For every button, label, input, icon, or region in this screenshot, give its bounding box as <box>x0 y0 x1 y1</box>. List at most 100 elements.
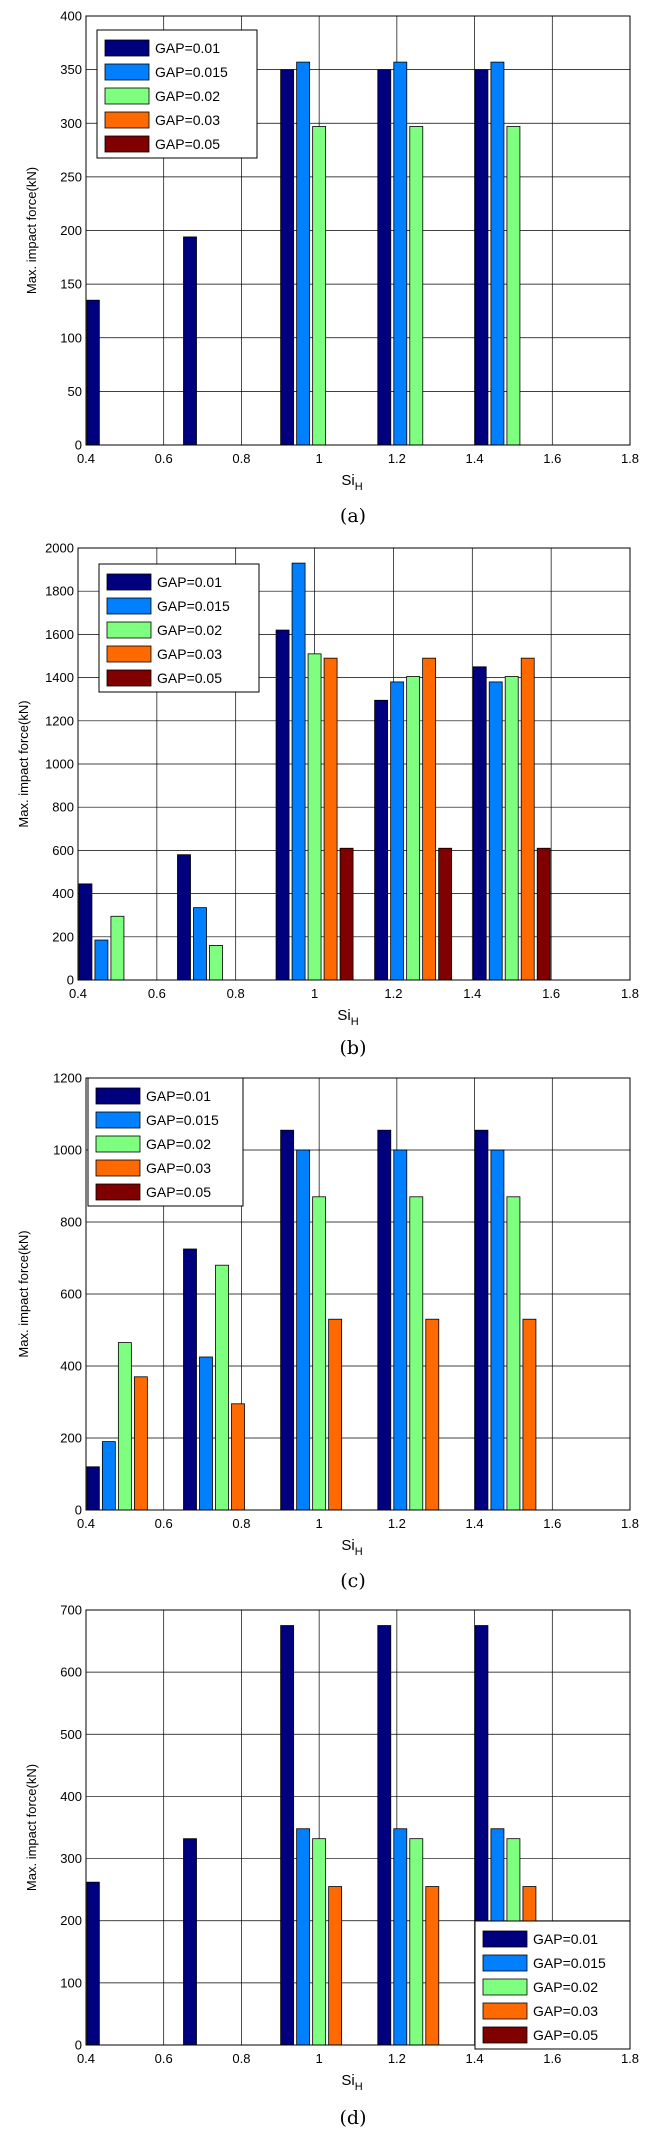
x-tick-label: 1.6 <box>542 986 560 1001</box>
y-tick-label: 350 <box>60 62 82 77</box>
legend-entry: GAP=0.03 <box>155 112 220 128</box>
legend-entry: GAP=0.01 <box>155 40 220 56</box>
bar-gap-0-015-1 <box>101 1441 116 1511</box>
y-tick-label: 1000 <box>45 757 74 772</box>
bar-gap-0-01-3 <box>280 1129 295 1511</box>
y-axis-label: Max. impact force(kN) <box>16 1230 31 1357</box>
legend-swatch <box>104 111 150 129</box>
x-tick-label: 1 <box>316 2051 323 2066</box>
bar-gap-0-02-5 <box>504 676 519 981</box>
axes-frame <box>85 1077 631 1511</box>
y-tick-label: 1600 <box>45 627 74 642</box>
bar-gap-0-02-4 <box>406 676 421 981</box>
bar-gap-0-015-1 <box>94 939 109 981</box>
legend-entry: GAP=0.05 <box>157 670 222 686</box>
legend-entry: GAP=0.03 <box>146 1160 211 1176</box>
y-tick-label: 800 <box>60 1215 82 1230</box>
y-tick-label: 1800 <box>45 584 74 599</box>
bar-gap-0-01-2 <box>183 1838 197 2046</box>
y-tick-label: 500 <box>60 1727 82 1742</box>
bar-gap-0-015-3 <box>296 61 311 446</box>
y-axis-label: Max. impact force(kN) <box>24 167 39 294</box>
bar-gap-0-01-1 <box>86 299 100 446</box>
legend-swatch <box>106 669 152 687</box>
chart-3: 0.4 0.6 0.8 1 1.2 1.4 1.6 1.8 0 200 400 600 800 1000 1… <box>16 1071 639 1593</box>
x-tick-label: 1.4 <box>466 1516 484 1531</box>
bar-gap-0-02-3 <box>312 126 327 446</box>
y-tick-label: 100 <box>60 330 82 345</box>
x-tick-label: 1.8 <box>621 451 639 466</box>
bars <box>78 562 551 981</box>
y-tick-label: 100 <box>60 1975 82 1990</box>
x-tick-label: 1.8 <box>621 1516 639 1531</box>
bar-gap-0-02-4 <box>409 126 424 446</box>
legend-swatch <box>104 135 150 153</box>
x-tick-label: 0.4 <box>69 986 87 1001</box>
bar-gap-0-05-4 <box>438 847 453 981</box>
bar-gap-0-03-5 <box>522 1318 537 1511</box>
bar-gap-0-015-5 <box>490 61 505 446</box>
bar-gap-0-01-1 <box>86 1466 100 1511</box>
bar-gap-0-015-5 <box>490 1149 505 1511</box>
bar-gap-0-02-4 <box>409 1196 424 1511</box>
x-axis-label-subscript: H <box>355 2081 363 2093</box>
legend-swatch <box>95 1135 141 1153</box>
legend-swatch <box>482 1930 528 1948</box>
bar-gap-0-02-5 <box>506 126 521 446</box>
bar-gap-0-02-1 <box>110 915 125 981</box>
bar-gap-0-015-2 <box>199 1356 213 1511</box>
y-tick-label: 1200 <box>45 713 74 728</box>
bar-gap-0-03-3 <box>323 657 338 981</box>
bar-gap-0-01-4 <box>377 1625 392 2046</box>
bar-gap-0-03-1 <box>133 1376 148 1511</box>
legend-swatch <box>95 1159 141 1177</box>
bar-gap-0-01-4 <box>374 699 389 981</box>
x-axis-label: SiH <box>341 472 362 493</box>
legend: GAP=0.01 GAP=0.015 GAP=0.02 GAP=0.03 GAP=0.0… <box>87 1077 244 1207</box>
bar-gap-0-01-3 <box>280 69 295 446</box>
x-tick-label: 0.8 <box>232 1516 250 1531</box>
x-tick-label: 0.6 <box>155 2051 173 2066</box>
x-tick-label: 0.8 <box>227 986 245 1001</box>
panel-caption: (d) <box>340 2107 367 2129</box>
bar-gap-0-01-2 <box>183 236 197 446</box>
x-tick-label: 0.6 <box>155 451 173 466</box>
x-tick-label: 0.8 <box>232 2051 250 2066</box>
x-tick-label: 1.6 <box>543 1516 561 1531</box>
legend-swatch <box>104 39 150 57</box>
bar-gap-0-01-4 <box>377 1129 392 1511</box>
y-tick-label: 0 <box>75 438 82 453</box>
legend: GAP=0.01 GAP=0.015 GAP=0.02 GAP=0.03 GAP=0.0… <box>474 1920 631 2050</box>
y-tick-label: 200 <box>52 929 74 944</box>
bar-gap-0-015-2 <box>193 907 207 981</box>
legend-entry: GAP=0.03 <box>533 2003 598 2019</box>
x-axis-label: SiH <box>341 2072 362 2093</box>
legend-entry: GAP=0.03 <box>157 646 222 662</box>
chart-1: 0.4 0.6 0.8 1 1.2 1.4 1.6 1.8 0 50 100 150 200 250 300… <box>24 9 639 528</box>
legend-swatch <box>95 1183 141 1201</box>
axes-frame <box>85 15 631 446</box>
y-axis-label: Max. impact force(kN) <box>24 1764 39 1891</box>
bar-gap-0-015-5 <box>488 681 503 981</box>
legend-entry: GAP=0.015 <box>157 598 230 614</box>
y-tick-label: 0 <box>67 973 74 988</box>
bar-gap-0-02-3 <box>312 1838 327 2046</box>
bar-gap-0-01-3 <box>280 1625 295 2046</box>
y-tick-label: 250 <box>60 169 82 184</box>
x-axis-label-subscript: H <box>351 1016 359 1028</box>
y-tick-label: 200 <box>60 223 82 238</box>
bar-gap-0-01-5 <box>474 69 489 446</box>
x-tick-label: 1.8 <box>621 986 639 1001</box>
bar-gap-0-01-5 <box>472 666 487 981</box>
bar-gap-0-015-4 <box>390 681 405 981</box>
legend-entry: GAP=0.015 <box>146 1112 219 1128</box>
x-axis-label-subscript: H <box>355 1546 363 1558</box>
y-tick-label: 600 <box>60 1287 82 1302</box>
y-axis-label: Max. impact force(kN) <box>16 700 31 827</box>
y-tick-label: 1200 <box>53 1071 82 1086</box>
y-tick-label: 150 <box>60 277 82 292</box>
x-tick-label: 1.6 <box>543 451 561 466</box>
x-axis-label: SiH <box>341 1537 362 1558</box>
bar-gap-0-015-3 <box>296 1149 311 1511</box>
